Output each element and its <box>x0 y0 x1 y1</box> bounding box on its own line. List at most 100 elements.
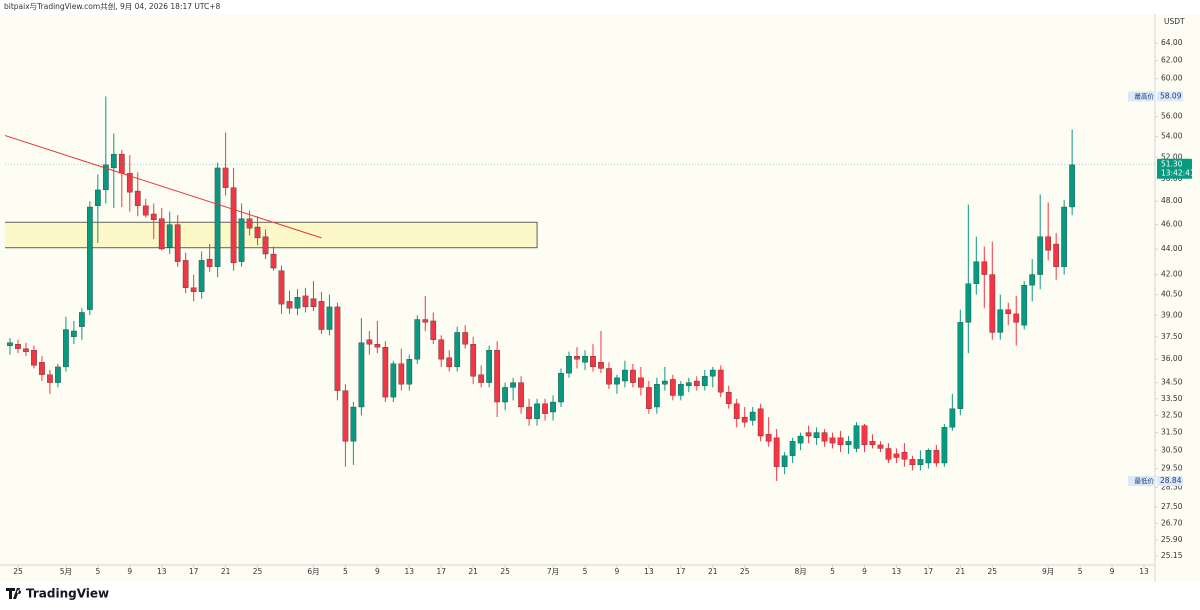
x-tick-label: 9 <box>127 567 132 576</box>
plot-area <box>5 96 1155 482</box>
candle-body <box>254 226 261 239</box>
y-tick-label: 36.00 <box>1161 354 1183 363</box>
candle-body <box>222 167 229 188</box>
candle-body <box>1029 274 1036 286</box>
x-tick-label: 13 <box>157 567 167 576</box>
candle-body <box>558 372 564 403</box>
candle-body <box>869 441 876 446</box>
candle-body <box>318 301 325 330</box>
candle-body <box>39 362 45 375</box>
candle-body <box>406 359 413 385</box>
candle-body <box>374 344 381 348</box>
y-tick-label: 40.50 <box>1161 290 1183 299</box>
candle-body <box>893 453 900 458</box>
candle-body <box>821 432 828 442</box>
candle-body <box>566 356 572 374</box>
candle-body <box>246 218 253 229</box>
candle-body <box>350 406 357 442</box>
candle-body <box>1037 236 1044 275</box>
candle-body <box>606 368 612 385</box>
candle-body <box>853 425 860 449</box>
candle-body <box>382 347 389 398</box>
candle-body <box>805 432 812 437</box>
candle-body <box>813 432 820 438</box>
candle-body <box>294 297 301 309</box>
logo-text: TradingView <box>26 587 109 601</box>
candle-body <box>110 153 117 169</box>
x-tick-label: 5 <box>95 567 100 576</box>
candle-body <box>142 205 149 216</box>
y-tick-label: 62.00 <box>1161 56 1183 65</box>
candle-body <box>1005 309 1012 315</box>
x-tick-label: 5月 <box>60 567 72 576</box>
candle-body <box>590 356 596 368</box>
x-tick-label: 9月 <box>1042 567 1054 576</box>
y-tick-label: 34.50 <box>1161 378 1183 387</box>
candle-body <box>542 403 548 414</box>
candle-body <box>638 377 644 388</box>
candle-body <box>709 369 716 377</box>
candle-body <box>430 320 437 340</box>
candle-body <box>981 261 988 275</box>
candle-body <box>398 363 405 385</box>
candle-body <box>669 379 676 396</box>
candle-body <box>462 332 469 345</box>
x-tick-label: 25 <box>740 567 750 576</box>
y-tick-label: 25.90 <box>1161 535 1183 544</box>
x-tick-label: 13 <box>892 567 902 576</box>
candle-body <box>326 306 333 330</box>
candle-body <box>614 377 620 385</box>
candle-body <box>630 369 636 383</box>
candle-body <box>470 344 477 377</box>
candle-body <box>518 382 524 408</box>
candle-body <box>797 435 804 444</box>
candle-body <box>31 349 37 366</box>
candle-body <box>190 287 197 292</box>
x-tick-label: 9 <box>1110 567 1115 576</box>
plot-background <box>0 14 1200 582</box>
y-tick-label: 56.00 <box>1161 112 1183 121</box>
price-tag-value: 58.09 <box>1160 91 1182 100</box>
logo: TradingView <box>6 587 109 601</box>
candle-body <box>1053 243 1060 267</box>
candle-body <box>957 322 964 409</box>
candle-body <box>446 357 453 368</box>
x-tick-label: 25 <box>253 567 263 576</box>
x-tick-label: 5 <box>830 567 835 576</box>
candle-body <box>725 392 732 404</box>
last-price-box <box>1157 158 1192 179</box>
x-tick-label: 8月 <box>794 567 806 576</box>
y-tick-label: 44.00 <box>1161 244 1183 253</box>
y-tick-label: 48.00 <box>1161 196 1183 205</box>
candle-body <box>79 312 85 327</box>
candle-body <box>494 349 500 403</box>
candle-body <box>366 339 373 345</box>
candle-body <box>717 369 724 393</box>
x-tick-label: 17 <box>924 567 934 576</box>
x-tick-label: 9 <box>862 567 867 576</box>
x-tick-label: 13 <box>644 567 654 576</box>
candle-body <box>182 260 189 288</box>
candle-body <box>63 329 69 368</box>
candle-body <box>781 455 788 467</box>
price-tag-name-box <box>1128 91 1156 102</box>
candle-body <box>478 374 485 383</box>
candle-body <box>845 441 852 446</box>
candle-body <box>302 295 309 308</box>
y-tick-label: 29.50 <box>1161 464 1183 473</box>
candle-body <box>1021 284 1028 326</box>
candle-body <box>7 342 13 346</box>
x-tick-label: 13 <box>1139 567 1149 576</box>
candle-body <box>534 403 540 419</box>
candle-body <box>989 274 996 333</box>
currency-label: USDT <box>1164 17 1185 26</box>
y-tick-label: 28.50 <box>1161 483 1183 492</box>
candle-body <box>102 164 109 191</box>
candle-body <box>15 344 21 349</box>
candle-body <box>701 376 708 386</box>
candle-body <box>510 382 516 388</box>
trendline <box>5 134 322 239</box>
candle-body <box>166 224 173 248</box>
candle-body <box>733 403 740 419</box>
